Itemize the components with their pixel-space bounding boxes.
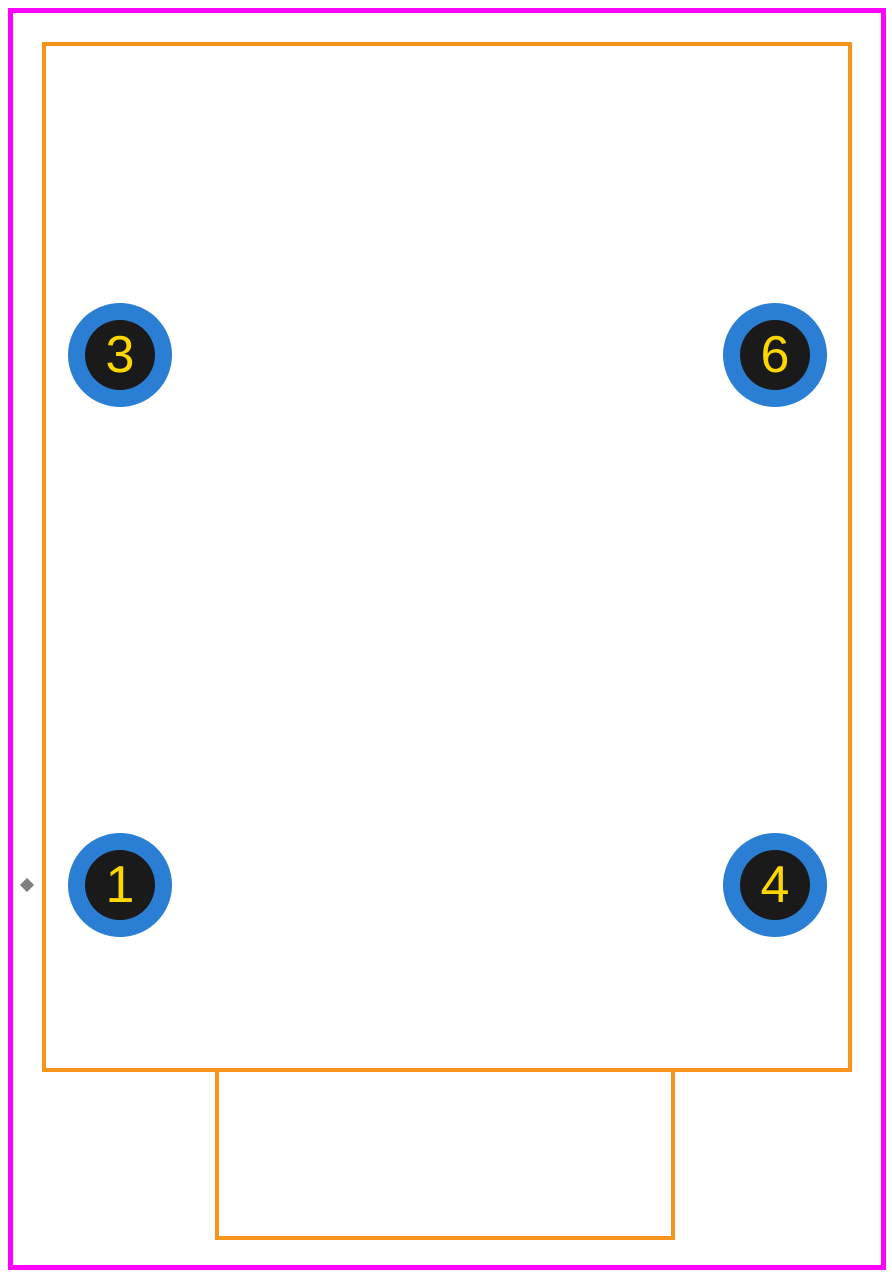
pad-label-4: 4 xyxy=(761,859,790,911)
pad-1: 1 xyxy=(68,833,172,937)
pad-6: 6 xyxy=(723,303,827,407)
bottom-tab xyxy=(215,1072,675,1240)
pad-hole-3: 3 xyxy=(85,320,155,390)
pad-label-1: 1 xyxy=(106,859,135,911)
pad-label-6: 6 xyxy=(761,329,790,381)
pad-label-3: 3 xyxy=(106,329,135,381)
pad-hole-6: 6 xyxy=(740,320,810,390)
pad-3: 3 xyxy=(68,303,172,407)
pad-4: 4 xyxy=(723,833,827,937)
pad-hole-4: 4 xyxy=(740,850,810,920)
pad-hole-1: 1 xyxy=(85,850,155,920)
component-outline xyxy=(42,42,852,1072)
